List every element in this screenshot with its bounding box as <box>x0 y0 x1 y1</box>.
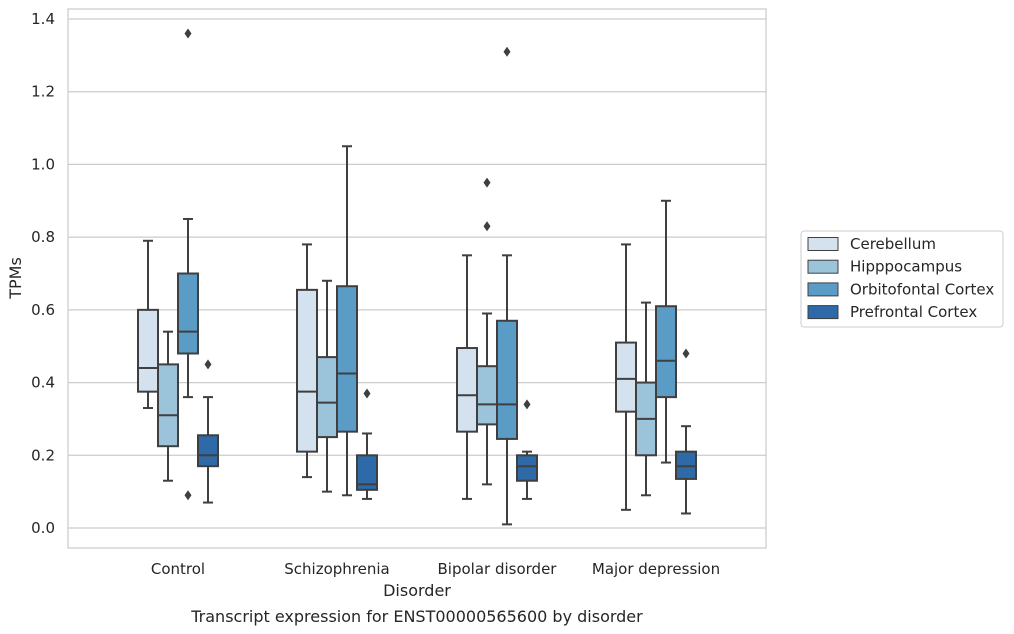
box-plot <box>496 46 518 526</box>
y-tick-label: 0.4 <box>31 374 55 392</box>
box-plot <box>356 388 378 500</box>
box-plot <box>675 348 697 515</box>
y-tick-label: 0.2 <box>31 446 55 464</box>
outlier-point <box>184 490 192 501</box>
legend-swatch <box>807 305 839 320</box>
x-axis-ticks: Control Schizophrenia Bipolar disorder Majo… <box>151 560 720 578</box>
outlier-point <box>682 348 690 359</box>
x-tick-label: Schizophrenia <box>284 560 389 578</box>
box-plot <box>615 243 637 511</box>
box-iqr <box>177 272 199 355</box>
box-iqr <box>655 305 677 399</box>
grid-lines <box>68 18 766 529</box>
box-plot <box>197 359 219 504</box>
legend-swatch <box>807 259 839 274</box>
box-iqr <box>615 341 637 413</box>
legend-frame <box>800 230 1004 328</box>
x-tick-label: Control <box>151 560 205 578</box>
box-plot <box>635 301 657 497</box>
box-plot <box>296 243 318 479</box>
box-plot <box>157 330 179 482</box>
x-axis-title: Disorder <box>383 581 451 600</box>
outlier-point <box>483 221 491 232</box>
box-plot <box>516 399 538 500</box>
outlier-point <box>523 399 531 410</box>
series-cerebellum <box>137 239 637 511</box>
y-tick-label: 0.8 <box>31 228 55 246</box>
series-hipppocampus <box>157 177 657 497</box>
x-tick-label: Bipolar disorder <box>438 560 558 578</box>
legend-label: Cerebellum <box>850 235 936 253</box>
outlier-point <box>363 388 371 399</box>
box-iqr <box>476 365 498 426</box>
y-axis-ticks: 0.0 0.2 0.4 0.6 0.8 1.0 1.2 1.4 <box>31 10 55 537</box>
chart-caption: Transcript expression for ENST0000056560… <box>190 607 643 626</box>
legend-label: Orbitofontal Cortex <box>850 280 994 298</box>
box-plot <box>177 28 199 501</box>
box-iqr <box>456 347 478 433</box>
legend: Cerebellum Hipppocampus Orbitofontal Corte… <box>800 230 1004 328</box>
y-axis-title: TPMs <box>6 257 25 300</box>
box-plot <box>476 177 498 486</box>
y-tick-label: 1.2 <box>31 83 55 101</box>
y-tick-label: 0.6 <box>31 301 55 319</box>
box-iqr <box>197 434 219 468</box>
y-tick-label: 1.0 <box>31 155 55 173</box>
box-iqr <box>496 319 518 440</box>
legend-label: Prefrontal Cortex <box>850 303 977 321</box>
outlier-point <box>503 46 511 57</box>
box-iqr <box>356 454 378 491</box>
box-iqr <box>157 363 179 448</box>
box-plot <box>655 199 677 464</box>
box-iqr <box>137 308 159 393</box>
box-plot <box>336 145 358 497</box>
legend-swatch <box>807 282 839 297</box>
legend-swatch <box>807 237 839 251</box>
legend-items: Cerebellum Hipppocampus Orbitofontal Corte… <box>807 235 994 321</box>
box-plot-series <box>137 28 697 526</box>
plot-frame <box>67 8 767 549</box>
box-plot <box>456 254 478 500</box>
box-iqr <box>316 356 338 439</box>
y-tick-label: 0.0 <box>31 519 55 537</box>
y-tick-label: 1.4 <box>31 10 55 28</box>
outlier-point <box>184 28 192 39</box>
box-iqr <box>336 285 358 433</box>
box-plot <box>137 239 159 410</box>
box-iqr <box>296 288 318 453</box>
outlier-point <box>483 177 491 188</box>
x-tick-label: Major depression <box>592 560 720 578</box>
outlier-point <box>204 359 212 370</box>
box-iqr <box>516 454 538 482</box>
series-prefrontal-cortex <box>197 348 697 515</box>
series-orbitofontal-cortex <box>177 28 677 526</box>
legend-label: Hipppocampus <box>850 258 962 276</box>
box-plot <box>316 279 338 493</box>
